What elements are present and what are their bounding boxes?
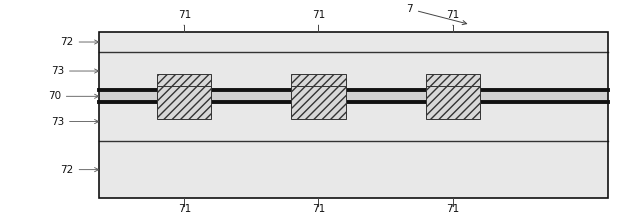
Bar xyxy=(99,32,608,198)
Bar xyxy=(99,90,608,102)
Bar xyxy=(426,74,480,107)
Text: 71: 71 xyxy=(312,205,325,214)
Bar xyxy=(291,86,346,119)
Text: 71: 71 xyxy=(312,10,325,25)
Bar xyxy=(99,141,608,198)
Text: 73: 73 xyxy=(51,116,99,127)
Bar xyxy=(291,74,346,107)
Text: 71: 71 xyxy=(178,10,191,25)
Bar xyxy=(99,52,608,90)
Bar xyxy=(157,86,211,119)
Bar xyxy=(99,32,608,198)
Text: 7: 7 xyxy=(406,4,467,25)
Bar xyxy=(157,74,211,107)
Text: 70: 70 xyxy=(47,91,99,101)
Text: 73: 73 xyxy=(51,66,99,76)
Text: 71: 71 xyxy=(447,10,460,25)
Text: 72: 72 xyxy=(60,165,99,175)
Bar xyxy=(426,86,480,119)
Text: 71: 71 xyxy=(447,205,460,214)
Bar xyxy=(99,32,608,52)
Text: 72: 72 xyxy=(60,37,99,47)
Text: 71: 71 xyxy=(178,205,191,214)
Bar xyxy=(99,102,608,141)
